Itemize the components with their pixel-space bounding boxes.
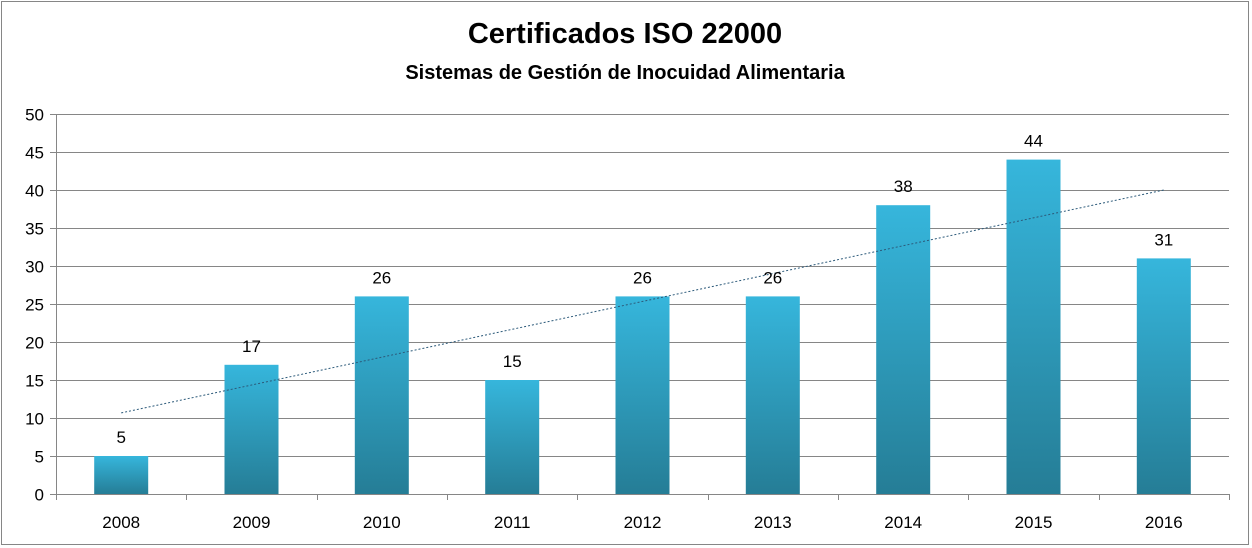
y-tick-label: 40	[25, 182, 44, 201]
trendline-path	[121, 189, 1164, 414]
data-label: 17	[242, 337, 261, 356]
y-tick-label: 30	[25, 258, 44, 277]
x-tick-label: 2009	[233, 513, 271, 532]
trendline	[121, 189, 1164, 414]
x-tick-label: 2008	[102, 513, 140, 532]
data-label: 15	[503, 352, 522, 371]
data-label: 38	[894, 177, 913, 196]
bar	[745, 296, 800, 494]
y-tick-label: 10	[25, 410, 44, 429]
x-tick-label: 2010	[363, 513, 401, 532]
data-label: 31	[1154, 230, 1173, 249]
x-tick-label: 2015	[1015, 513, 1053, 532]
bar	[1006, 159, 1061, 494]
bar	[485, 380, 540, 494]
y-tick-label: 35	[25, 220, 44, 239]
axes: 0 5 10 15 20 25 30 35 40 45 50 2008 2009 2010 2011 2012…	[25, 106, 1230, 532]
y-tick-label: 50	[25, 106, 44, 125]
bar	[615, 296, 670, 494]
y-tick-label: 15	[25, 372, 44, 391]
data-label: 26	[372, 268, 391, 287]
bar	[1136, 258, 1191, 494]
data-label: 26	[633, 268, 652, 287]
y-tick-label: 25	[25, 296, 44, 315]
chart-subtitle: Sistemas de Gestión de Inocuidad Aliment…	[405, 62, 845, 84]
chart-title: Certificados ISO 22000	[467, 18, 783, 50]
bar	[94, 456, 149, 494]
y-tick-label: 20	[25, 334, 44, 353]
x-tick-label: 2014	[884, 513, 922, 532]
y-tick-label: 0	[35, 486, 44, 505]
x-tick-label: 2012	[624, 513, 662, 532]
data-label: 44	[1024, 132, 1043, 151]
y-tick-label: 5	[35, 448, 44, 467]
x-tick-label: 2016	[1145, 513, 1183, 532]
bar	[876, 205, 931, 494]
data-labels: 5 17 26 15 26 26 38 44 31	[116, 132, 1173, 447]
bar	[354, 296, 409, 494]
data-label: 5	[116, 428, 125, 447]
x-tick-label: 2011	[494, 513, 531, 532]
data-label: 26	[763, 268, 782, 287]
bars	[94, 159, 1191, 494]
x-tick-label: 2013	[754, 513, 792, 532]
y-tick-label: 45	[25, 144, 44, 163]
bar	[224, 364, 279, 494]
